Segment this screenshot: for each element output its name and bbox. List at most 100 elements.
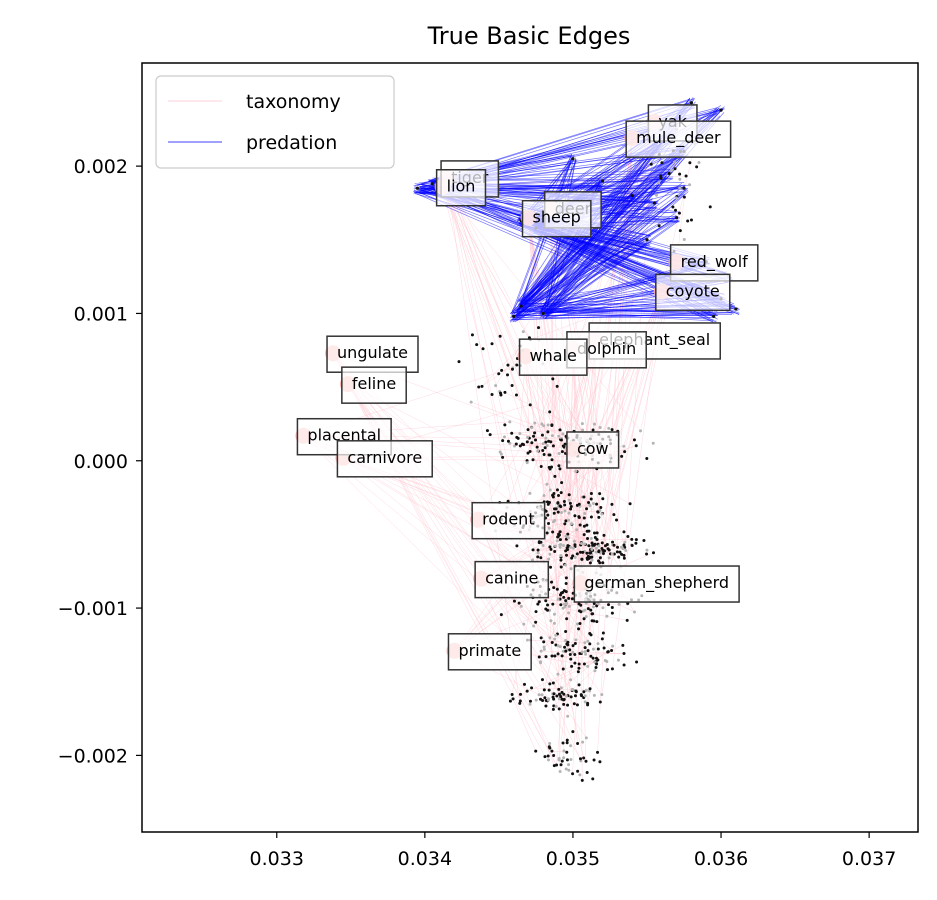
data-point [622,530,626,534]
data-point [532,434,536,438]
data-point [567,511,571,515]
data-point [518,444,522,448]
data-point [602,549,606,553]
data-point [566,536,570,540]
data-point [587,557,591,561]
taxonomy-edge [442,186,561,507]
y-tick-label: 0.000 [74,451,128,473]
y-tick-label: −0.001 [58,598,128,620]
data-point [567,493,571,497]
data-point [595,604,599,608]
data-point [528,403,532,407]
data-point [659,174,663,178]
predation-edge [539,234,645,309]
data-point [596,658,600,662]
taxonomy-edge [528,217,576,545]
taxonomy-edge [624,544,632,559]
data-point [586,664,590,668]
data-point [548,682,552,686]
taxonomy-edge [547,645,613,702]
data-point [510,383,514,387]
data-point [591,647,595,651]
data-point [586,649,590,653]
data-point [494,384,498,388]
data-point [556,597,560,601]
data-point [571,772,575,776]
data-point [573,543,577,547]
data-point [615,518,619,522]
data-point [562,749,566,753]
data-point [599,506,603,510]
data-point [595,538,599,542]
data-point [526,451,530,455]
data-point [550,424,554,428]
data-point [623,540,627,544]
data-point [537,541,541,545]
data-point [565,602,569,606]
data-point [550,641,554,645]
data-point [545,444,549,448]
data-point [556,652,560,656]
data-point [551,602,555,606]
data-point [682,195,686,199]
predation-edge [545,220,680,317]
taxonomy-edge [512,698,536,752]
data-point [595,531,599,535]
node-label: german_shepherd [573,565,740,603]
data-point [550,465,554,469]
data-point [548,608,552,612]
data-point [571,546,575,550]
data-point [521,330,525,334]
data-point [615,550,619,554]
data-point [528,702,532,706]
data-point [601,561,605,565]
data-point [630,193,634,198]
predation-edge [547,191,689,317]
data-point [559,603,563,607]
data-point [592,531,596,535]
node-label: feline [341,366,407,404]
data-point [564,694,568,698]
data-point [586,701,590,705]
data-point [480,384,484,388]
data-point [601,552,605,556]
data-point [560,690,564,694]
data-point [667,171,671,176]
data-point [583,700,587,704]
x-axis: 0.033 0.034 0.035 0.036 0.037 [250,832,896,870]
data-point [564,599,568,603]
taxonomy-edge [556,504,590,510]
data-point [578,651,582,655]
data-point [546,423,550,427]
data-point [659,176,663,180]
x-tick-label: 0.036 [694,848,748,870]
data-point [601,497,605,501]
data-point [577,666,581,670]
data-point [567,518,571,522]
data-point [591,428,595,432]
data-point [530,426,534,430]
taxonomy-edge [560,531,626,551]
data-point [610,605,614,609]
data-point [563,522,567,526]
node-label-box [521,199,592,238]
data-point [569,545,573,549]
data-point [593,669,597,673]
data-point [579,542,583,546]
data-point [677,211,681,215]
node-label-text: whale [530,346,577,365]
data-point [500,368,504,372]
data-point [542,647,546,651]
data-point [565,741,569,745]
data-point [578,550,582,554]
data-point [583,542,587,546]
node-label-box [625,120,732,158]
data-point [558,504,562,508]
data-point [584,652,588,656]
data-point [598,556,602,560]
predation-edge [516,159,577,318]
data-point [678,172,682,176]
node-label-box [474,560,550,599]
data-point [591,612,595,616]
data-point [526,435,530,439]
